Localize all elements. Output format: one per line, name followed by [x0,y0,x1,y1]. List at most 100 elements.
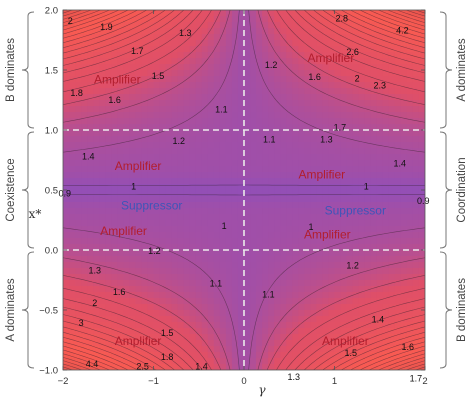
heatmap-cell [262,148,269,155]
heatmap-cell [394,196,402,203]
heatmap-cell [87,100,94,107]
heatmap-cell [195,352,203,359]
heatmap-cell [280,112,287,119]
heatmap-cell [304,232,311,239]
heatmap-cell [207,130,215,137]
heatmap-cell [268,292,275,299]
heatmap-cell [195,220,203,227]
heatmap-cell [189,10,197,17]
heatmap-cell [93,190,100,197]
heatmap-cell [400,22,408,29]
heatmap-cell [69,106,76,113]
heatmap-cell [406,202,414,209]
heatmap-cell [334,64,342,71]
heatmap-cell [183,310,191,317]
heatmap-cell [310,70,317,77]
heatmap-cell [340,160,348,167]
heatmap-cell [376,202,384,209]
heatmap-cell [244,184,251,191]
heatmap-cell [99,58,106,65]
heatmap-cell [364,172,372,179]
heatmap-cell [63,334,70,341]
heatmap-cell [250,334,257,341]
heatmap-cell [328,58,336,65]
heatmap-cell [262,166,269,173]
heatmap-cell [183,268,191,275]
heatmap-cell [171,358,179,365]
heatmap-cell [123,256,130,263]
heatmap-cell [201,214,209,221]
heatmap-cell [292,148,299,155]
heatmap-cell [280,202,287,209]
heatmap-cell [177,118,185,125]
heatmap-cell [219,172,227,179]
heatmap-cell [244,220,251,227]
heatmap-cell [135,304,143,311]
heatmap-cell [99,214,106,221]
heatmap-cell [364,316,372,323]
heatmap-cell [256,364,263,370]
heatmap-cell [237,298,245,305]
heatmap-cell [316,220,324,227]
heatmap-cell [364,82,372,89]
heatmap-cell [147,178,155,185]
heatmap-cell [141,214,149,221]
heatmap-cell [274,352,281,359]
heatmap-cell [304,82,311,89]
heatmap-cell [165,136,173,143]
heatmap-cell [274,256,281,263]
heatmap-cell [394,286,402,293]
heatmap-cell [322,286,330,293]
heatmap-cell [147,244,155,251]
heatmap-cell [268,130,275,137]
heatmap-cell [274,202,281,209]
heatmap-cell [406,58,414,65]
heatmap-cell [292,28,299,35]
heatmap-cell [316,112,324,119]
heatmap-cell [135,64,143,71]
heatmap-cell [418,82,425,89]
heatmap-cell [195,274,203,281]
heatmap-cell [328,274,336,281]
heatmap-cell [231,106,239,113]
heatmap-cell [231,196,239,203]
heatmap-cell [183,298,191,305]
heatmap-cell [346,178,354,185]
heatmap-cell [159,286,167,293]
heatmap-cell [93,124,100,131]
heatmap-cell [105,160,112,167]
heatmap-cell [93,160,100,167]
heatmap-cell [147,196,155,203]
heatmap-cell [280,334,287,341]
heatmap-cell [237,94,245,101]
heatmap-cell [189,124,197,131]
heatmap-cell [231,154,239,161]
heatmap-cell [153,208,161,215]
heatmap-cell [400,10,408,17]
heatmap-cell [105,250,112,257]
heatmap-cell [171,58,179,65]
heatmap-cell [262,208,269,215]
heatmap-cell [376,334,384,341]
heatmap-cell [129,184,136,191]
heatmap-cell [418,106,425,113]
heatmap-cell [292,286,299,293]
heatmap-cell [268,298,275,305]
heatmap-cell [195,40,203,47]
heatmap-cell [111,202,118,209]
heatmap-cell [189,256,197,263]
heatmap-cell [358,34,366,41]
heatmap-cell [406,364,414,370]
reference-lines [63,10,425,370]
heatmap-cell [286,244,293,251]
heatmap-cell [189,340,197,347]
heatmap-cell [201,142,209,149]
heatmap-cell [364,298,372,305]
heatmap-cell [147,82,155,89]
heatmap-cell [81,82,88,89]
heatmap-cell [400,232,408,239]
heatmap-cell [346,220,354,227]
heatmap-cell [183,64,191,71]
heatmap-cell [111,28,118,35]
heatmap-cell [250,268,257,275]
